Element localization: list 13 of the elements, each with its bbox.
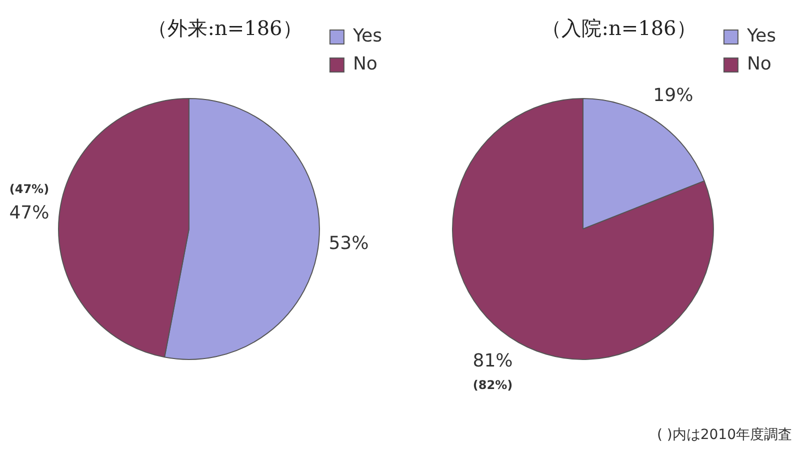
chart-title: （外来:n=186）: [148, 16, 302, 40]
text: ( )内は2010年度調査: [656, 426, 793, 444]
data-label: 81%: [472, 350, 513, 372]
text: (47%): [9, 182, 50, 196]
legend-label: No: [352, 54, 378, 75]
data-label: 53%: [328, 232, 369, 254]
legend-label: No: [746, 54, 772, 75]
chart-title: （入院:n=186）: [542, 16, 696, 40]
legend-label: Yes: [746, 26, 776, 47]
legend-label: Yes: [352, 26, 382, 47]
text: (82%): [472, 378, 513, 392]
data-label: 47%: [9, 202, 50, 224]
data-label: 19%: [653, 84, 694, 106]
